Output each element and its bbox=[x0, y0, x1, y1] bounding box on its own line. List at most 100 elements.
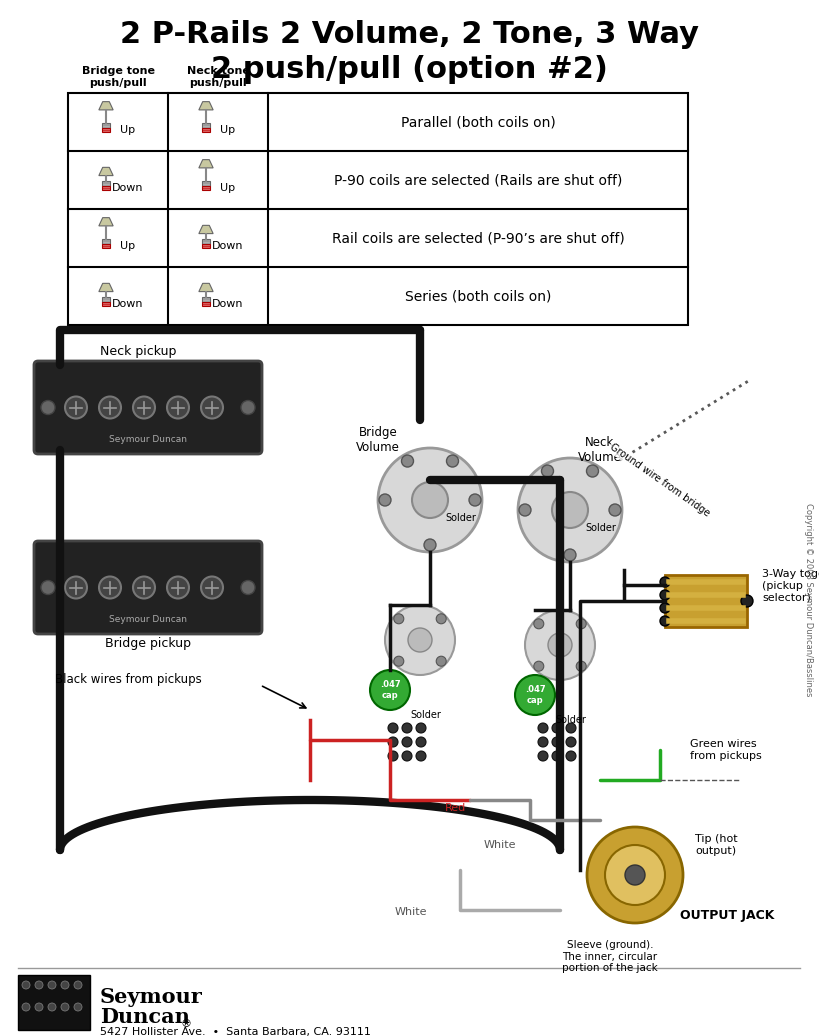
Polygon shape bbox=[99, 284, 113, 291]
Circle shape bbox=[388, 751, 398, 761]
Text: OUTPUT JACK: OUTPUT JACK bbox=[680, 909, 775, 921]
Circle shape bbox=[424, 539, 436, 551]
Circle shape bbox=[577, 618, 586, 629]
Text: Solder: Solder bbox=[410, 710, 441, 720]
FancyBboxPatch shape bbox=[34, 541, 262, 634]
Text: ®: ® bbox=[180, 1019, 191, 1029]
Text: .047
cap: .047 cap bbox=[380, 681, 400, 699]
Circle shape bbox=[534, 661, 544, 671]
Text: .047
cap: .047 cap bbox=[525, 685, 545, 704]
Polygon shape bbox=[199, 160, 213, 168]
Text: Seymour Duncan: Seymour Duncan bbox=[109, 435, 187, 444]
Text: Duncan: Duncan bbox=[100, 1007, 190, 1027]
Circle shape bbox=[416, 751, 426, 761]
Text: Green wires
from pickups: Green wires from pickups bbox=[690, 740, 762, 760]
Circle shape bbox=[48, 981, 56, 989]
Circle shape bbox=[566, 723, 576, 733]
Bar bbox=[18, 975, 90, 1030]
Circle shape bbox=[241, 580, 255, 595]
Circle shape bbox=[518, 458, 622, 562]
Circle shape bbox=[412, 482, 448, 518]
Circle shape bbox=[65, 576, 87, 599]
Text: Rail coils are selected (P-90’s are shut off): Rail coils are selected (P-90’s are shut… bbox=[332, 231, 624, 244]
Polygon shape bbox=[199, 226, 213, 233]
Text: Ground wire from bridge: Ground wire from bridge bbox=[609, 441, 712, 518]
Circle shape bbox=[416, 737, 426, 747]
Circle shape bbox=[552, 751, 562, 761]
Circle shape bbox=[586, 465, 599, 477]
Circle shape bbox=[609, 503, 621, 516]
Text: Seymour: Seymour bbox=[100, 987, 203, 1007]
Circle shape bbox=[625, 865, 645, 885]
Circle shape bbox=[566, 751, 576, 761]
Circle shape bbox=[370, 670, 410, 710]
Text: Up: Up bbox=[220, 125, 236, 135]
Circle shape bbox=[167, 576, 189, 599]
Bar bbox=[202, 181, 210, 186]
Circle shape bbox=[660, 616, 670, 626]
Text: Up: Up bbox=[120, 241, 136, 251]
Circle shape bbox=[35, 1003, 43, 1011]
Polygon shape bbox=[99, 168, 113, 175]
Circle shape bbox=[552, 492, 588, 528]
Text: Neck
Volume: Neck Volume bbox=[578, 436, 622, 464]
Text: White: White bbox=[395, 906, 428, 917]
Text: Solder: Solder bbox=[555, 715, 586, 725]
Text: Copyright © 2008 Seymour Duncan/Basslines: Copyright © 2008 Seymour Duncan/Bassline… bbox=[803, 503, 812, 697]
Bar bbox=[202, 239, 210, 244]
Bar bbox=[102, 186, 110, 191]
Bar bbox=[202, 244, 210, 249]
Circle shape bbox=[437, 613, 446, 624]
Circle shape bbox=[394, 656, 404, 666]
Circle shape bbox=[660, 603, 670, 613]
Circle shape bbox=[385, 605, 455, 675]
Circle shape bbox=[402, 751, 412, 761]
Text: Seymour Duncan: Seymour Duncan bbox=[109, 615, 187, 625]
Circle shape bbox=[552, 737, 562, 747]
Text: 2 push/pull (option #2): 2 push/pull (option #2) bbox=[210, 55, 608, 84]
Circle shape bbox=[133, 576, 155, 599]
Circle shape bbox=[388, 737, 398, 747]
Circle shape bbox=[541, 465, 554, 477]
Circle shape bbox=[548, 633, 572, 657]
Text: 2 P-Rails 2 Volume, 2 Tone, 3 Way: 2 P-Rails 2 Volume, 2 Tone, 3 Way bbox=[120, 20, 699, 49]
Text: Bridge pickup: Bridge pickup bbox=[105, 637, 191, 651]
Circle shape bbox=[379, 494, 391, 506]
Circle shape bbox=[201, 576, 223, 599]
Circle shape bbox=[74, 981, 82, 989]
Bar bbox=[102, 123, 110, 128]
Text: Red: Red bbox=[445, 803, 466, 813]
Circle shape bbox=[437, 656, 446, 666]
Circle shape bbox=[394, 613, 404, 624]
Circle shape bbox=[525, 610, 595, 680]
Circle shape bbox=[61, 981, 69, 989]
Text: Bridge tone
push/pull: Bridge tone push/pull bbox=[82, 66, 155, 88]
Circle shape bbox=[402, 723, 412, 733]
Circle shape bbox=[660, 589, 670, 600]
Bar bbox=[665, 575, 747, 627]
Circle shape bbox=[605, 845, 665, 905]
Circle shape bbox=[22, 981, 30, 989]
Circle shape bbox=[388, 723, 398, 733]
Text: Down: Down bbox=[212, 241, 244, 251]
Circle shape bbox=[741, 595, 753, 607]
Circle shape bbox=[402, 737, 412, 747]
Bar bbox=[102, 128, 110, 133]
Bar bbox=[202, 186, 210, 191]
Circle shape bbox=[577, 661, 586, 671]
Polygon shape bbox=[99, 218, 113, 226]
Circle shape bbox=[378, 448, 482, 552]
Circle shape bbox=[22, 1003, 30, 1011]
Text: Down: Down bbox=[112, 299, 144, 309]
Circle shape bbox=[416, 723, 426, 733]
Circle shape bbox=[538, 737, 548, 747]
Text: Up: Up bbox=[120, 125, 136, 135]
Circle shape bbox=[534, 618, 544, 629]
Circle shape bbox=[41, 580, 55, 595]
Circle shape bbox=[408, 628, 432, 652]
Text: P-90 coils are selected (Rails are shut off): P-90 coils are selected (Rails are shut … bbox=[334, 173, 622, 188]
Text: Solder: Solder bbox=[585, 523, 616, 533]
Text: Series (both coils on): Series (both coils on) bbox=[405, 289, 551, 303]
Bar bbox=[202, 303, 210, 307]
Circle shape bbox=[167, 397, 189, 419]
